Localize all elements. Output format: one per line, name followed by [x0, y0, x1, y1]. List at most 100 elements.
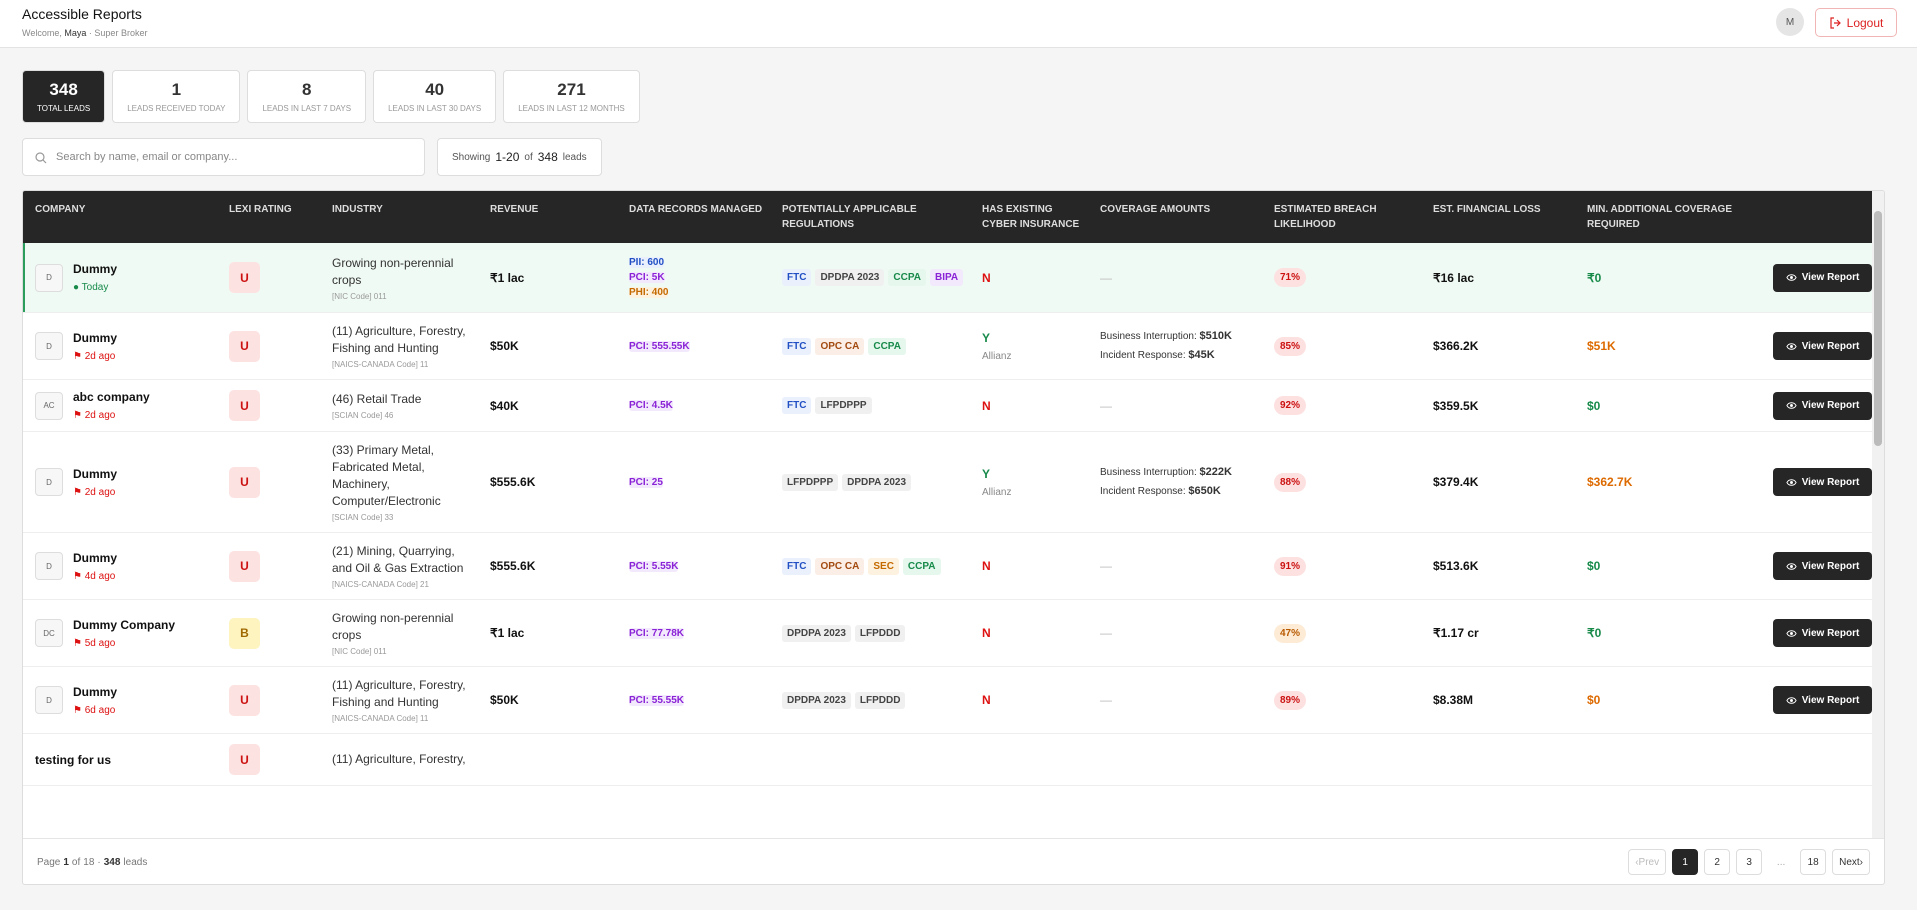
- cell: PCI: 77.78K: [617, 599, 770, 667]
- column-header: HAS EXISTING CYBER INSURANCE: [970, 191, 1088, 243]
- logout-button[interactable]: Logout: [1815, 8, 1897, 37]
- coverage-empty: —: [1100, 398, 1112, 413]
- regulation-tag: DPDPA 2023: [815, 269, 885, 286]
- scrollbar[interactable]: [1872, 191, 1884, 838]
- view-report-button[interactable]: View Report: [1773, 263, 1872, 292]
- regulation-tag: FTC: [782, 269, 812, 286]
- welcome-line: Welcome, Maya · Super Broker: [22, 28, 147, 38]
- regulation-tag: LFPDPPP: [782, 473, 839, 491]
- cell: D Dummy ⚑ 2d ago: [23, 431, 217, 533]
- company-info: testing for us: [35, 753, 111, 767]
- financial-loss: $379.4K: [1433, 475, 1479, 489]
- separator: ·: [88, 28, 92, 38]
- cell: —: [1088, 599, 1262, 667]
- company-initials: D: [35, 263, 63, 292]
- view-report-button[interactable]: View Report: [1773, 552, 1872, 580]
- stat-card[interactable]: 348 TOTAL LEADS: [22, 70, 106, 123]
- cell: N: [970, 243, 1088, 313]
- cell: $50K: [478, 312, 617, 380]
- view-report-label: View Report: [1801, 340, 1860, 352]
- unit: leads: [123, 857, 148, 868]
- cell: D Dummy ● Today: [23, 243, 217, 313]
- view-report-button[interactable]: View Report: [1773, 686, 1872, 714]
- company: D Dummy ⚑ 4d ago: [35, 551, 217, 582]
- industry: (11) Agriculture, Forestry,: [332, 752, 466, 766]
- table-row: D Dummy ⚑ 2d ago U (11) Agriculture, Forestr…: [23, 312, 1874, 380]
- page-button[interactable]: 18: [1800, 849, 1827, 875]
- search-box[interactable]: Search by name, email or company...: [22, 138, 425, 176]
- lead-age: ⚑ 2d ago: [73, 350, 116, 362]
- column-header: REVENUE: [478, 191, 617, 243]
- min-coverage: ₹0: [1587, 626, 1602, 640]
- next-button[interactable]: Next ›: [1832, 849, 1870, 875]
- company: D Dummy ● Today: [35, 262, 217, 293]
- coverage-line: Incident Response: $650K: [1100, 482, 1262, 501]
- view-report-button[interactable]: View Report: [1773, 468, 1872, 496]
- top-bar: Accessible Reports Welcome, Maya · Super…: [0, 0, 1917, 48]
- cell: DPDPA 2023 LFPDDD: [770, 666, 970, 734]
- avatar[interactable]: M: [1776, 8, 1804, 36]
- breach-likelihood: 47%: [1274, 623, 1307, 643]
- company-name: Dummy Company: [73, 617, 176, 632]
- cell: N: [970, 379, 1088, 432]
- cell: ₹1 lac: [478, 243, 617, 313]
- industry-code: [SCIAN Code] 33: [332, 513, 394, 522]
- cell: $555.6K: [478, 431, 617, 533]
- industry-code: [SCIAN Code] 46: [332, 411, 394, 420]
- company-initials: DC: [35, 619, 63, 647]
- lexi-rating: B: [229, 617, 260, 649]
- cell: Business Interruption: $510K Incident Res…: [1088, 312, 1262, 380]
- cell: $362.7K: [1575, 431, 1761, 533]
- page-button[interactable]: 2: [1704, 849, 1731, 875]
- stat-value: 1: [171, 80, 182, 99]
- view-report-label: View Report: [1801, 400, 1860, 411]
- cell: $0: [1575, 379, 1761, 432]
- view-report-button[interactable]: View Report: [1773, 332, 1872, 360]
- view-report-button[interactable]: View Report: [1773, 391, 1872, 420]
- company-info: Dummy ● Today: [73, 262, 117, 293]
- cell: $555.6K: [478, 532, 617, 600]
- regulation-tag: LFPDDD: [854, 624, 906, 642]
- cell: [617, 733, 770, 786]
- table-card: COMPANY LEXI RATING INDUSTRY REVENUE DATA RE…: [22, 190, 1885, 885]
- cell: 71%: [1262, 243, 1421, 313]
- company-name: abc company: [73, 390, 150, 404]
- prev-button[interactable]: ‹ Prev: [1628, 849, 1667, 875]
- scroll-thumb[interactable]: [1874, 211, 1882, 446]
- table-row: testing for us U (11) Agriculture, Forestr…: [23, 733, 1874, 786]
- stat-card[interactable]: 40 LEADS IN LAST 30 DAYS: [373, 70, 497, 123]
- lexi-rating: U: [229, 466, 260, 498]
- cell: 85%: [1262, 312, 1421, 380]
- view-report-button[interactable]: View Report: [1773, 619, 1872, 647]
- cell: View Report: [1761, 532, 1874, 600]
- insurer: Allianz: [982, 486, 1012, 498]
- cell: DPDPA 2023 LFPDDD: [770, 599, 970, 667]
- stat-card[interactable]: 8 LEADS IN LAST 7 DAYS: [247, 70, 367, 123]
- breach-likelihood: 71%: [1274, 268, 1307, 287]
- cell: 91%: [1262, 532, 1421, 600]
- header-row: COMPANY LEXI RATING INDUSTRY REVENUE DATA RE…: [23, 191, 1874, 243]
- showing-info: Showing 1-20 of 348 leads: [437, 138, 602, 176]
- breach-likelihood: 91%: [1274, 556, 1307, 576]
- cell: ₹1 lac: [478, 599, 617, 667]
- cell: FTC DPDPA 2023 CCPA BIPA: [770, 243, 970, 313]
- lexi-rating: U: [229, 390, 260, 421]
- lexi-rating: U: [229, 744, 260, 775]
- records: PCI: 4.5K: [629, 400, 770, 411]
- page-button[interactable]: ...: [1776, 856, 1786, 868]
- records: PCI: 555.55K: [629, 340, 770, 352]
- cell: $366.2K: [1421, 312, 1575, 380]
- page-button[interactable]: 3: [1736, 849, 1763, 875]
- page: 1: [63, 857, 69, 868]
- stat-card[interactable]: 1 LEADS RECEIVED TODAY: [112, 70, 241, 123]
- eye-icon: [1786, 478, 1797, 486]
- cell: PCI: 25: [617, 431, 770, 533]
- column-header: LEXI RATING: [217, 191, 320, 243]
- industry-code: [NAICS-CANADA Code] 21: [332, 580, 429, 589]
- page-button[interactable]: 1: [1672, 849, 1699, 875]
- cell: LFPDPPP DPDPA 2023: [770, 431, 970, 533]
- lead-age-text: 2d ago: [84, 486, 116, 498]
- stat-card[interactable]: 271 LEADS IN LAST 12 MONTHS: [503, 70, 640, 123]
- cell: D Dummy ⚑ 2d ago: [23, 312, 217, 380]
- cell: [770, 733, 970, 786]
